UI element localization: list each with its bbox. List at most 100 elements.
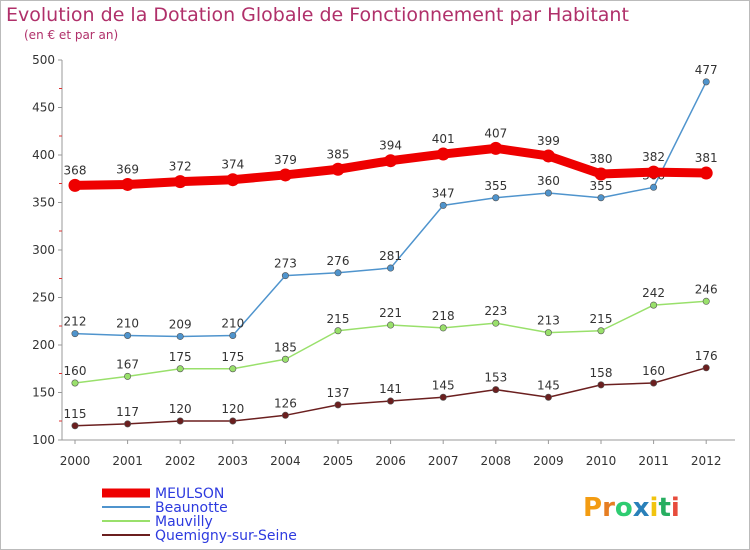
data-label: 176 [695,349,718,363]
data-label: 368 [64,163,87,177]
data-point [334,327,342,335]
x-tick-label: 2007 [428,454,459,468]
x-tick-label: 2002 [165,454,196,468]
data-point [278,168,292,182]
data-label: 158 [590,366,613,380]
data-label: 185 [274,340,297,354]
data-point [436,147,450,161]
data-label: 175 [169,350,192,364]
data-point [68,178,82,192]
data-point [173,175,187,189]
chart-subtitle: (en € et par an) [24,28,118,42]
data-point [650,379,658,387]
data-point [226,173,240,187]
data-label: 210 [116,317,139,331]
y-tick-label: 400 [32,148,55,162]
data-point [387,321,395,329]
y-tick-label: 300 [32,243,55,257]
logo-letter: i [650,493,659,523]
x-tick-label: 2004 [270,454,301,468]
data-label: 137 [327,386,350,400]
legend: MEULSONBeaunotteMauvillyQuemigny-sur-Sei… [102,486,297,544]
data-label: 209 [169,317,192,331]
y-tick-label: 150 [32,386,55,400]
x-tick-label: 2001 [112,454,143,468]
data-label: 126 [274,396,297,410]
data-point [699,166,713,180]
x-tick-label: 2005 [323,454,354,468]
data-label: 218 [432,309,455,323]
data-label: 120 [169,402,192,416]
data-point [702,297,710,305]
data-point [281,411,289,419]
data-point [492,194,500,202]
y-tick-label: 100 [32,433,55,447]
x-tick-label: 2011 [638,454,669,468]
data-label: 160 [64,364,87,378]
data-label: 115 [64,407,87,421]
data-label: 215 [590,312,613,326]
data-label: 246 [695,282,718,296]
data-point [331,162,345,176]
data-point [229,365,237,373]
data-label: 380 [590,152,613,166]
legend-label: Mauvilly [155,514,213,530]
y-tick-label: 450 [32,101,55,115]
data-point [492,319,500,327]
data-label: 210 [221,317,244,331]
data-point [384,154,398,168]
y-axis-ticks: 100 150 200 250 300 350 400 450 500 [32,53,62,447]
data-point [597,381,605,389]
data-label: 215 [327,312,350,326]
x-tick-label: 2003 [218,454,249,468]
data-label: 223 [484,304,507,318]
data-point [71,422,79,430]
data-point [439,393,447,401]
data-label: 160 [642,364,665,378]
x-axis-ticks: 2000 2001 2002 2003 2004 2005 2006 2007 2008 2009… [60,440,722,468]
data-point [124,420,132,428]
x-tick-label: 2000 [60,454,91,468]
x-tick-label: 2010 [586,454,617,468]
data-label: 379 [274,153,297,167]
data-point [71,379,79,387]
data-label: 175 [221,350,244,364]
data-point [489,141,503,155]
data-label: 374 [221,158,244,172]
data-label: 382 [642,150,665,164]
data-label: 369 [116,162,139,176]
data-label: 221 [379,306,402,320]
data-label: 381 [695,151,718,165]
x-tick-label: 2012 [691,454,722,468]
data-point [387,397,395,405]
data-point [650,301,658,309]
data-point [597,327,605,335]
x-tick-label: 2006 [375,454,406,468]
series-beaunotte: 212210209210273276281347355360355366477 [64,63,718,340]
data-point [702,364,710,372]
data-point [439,324,447,332]
data-point [71,330,79,338]
data-point [439,201,447,209]
data-point [544,189,552,197]
data-label: 141 [379,382,402,396]
x-tick-label: 2009 [533,454,564,468]
data-point [492,386,500,394]
data-point [647,165,661,179]
data-label: 355 [590,179,613,193]
data-point [597,194,605,202]
data-label: 145 [537,378,560,392]
data-label: 407 [484,126,507,140]
logo-letter: t [658,493,670,523]
logo-letter: i [671,493,680,523]
legend-label: Beaunotte [155,500,228,516]
legend-label: MEULSON [155,486,224,502]
data-point [281,355,289,363]
data-point [281,272,289,280]
data-label: 167 [116,357,139,371]
data-label: 355 [484,179,507,193]
y-tick-label: 250 [32,291,55,305]
y-tick-label: 350 [32,196,55,210]
